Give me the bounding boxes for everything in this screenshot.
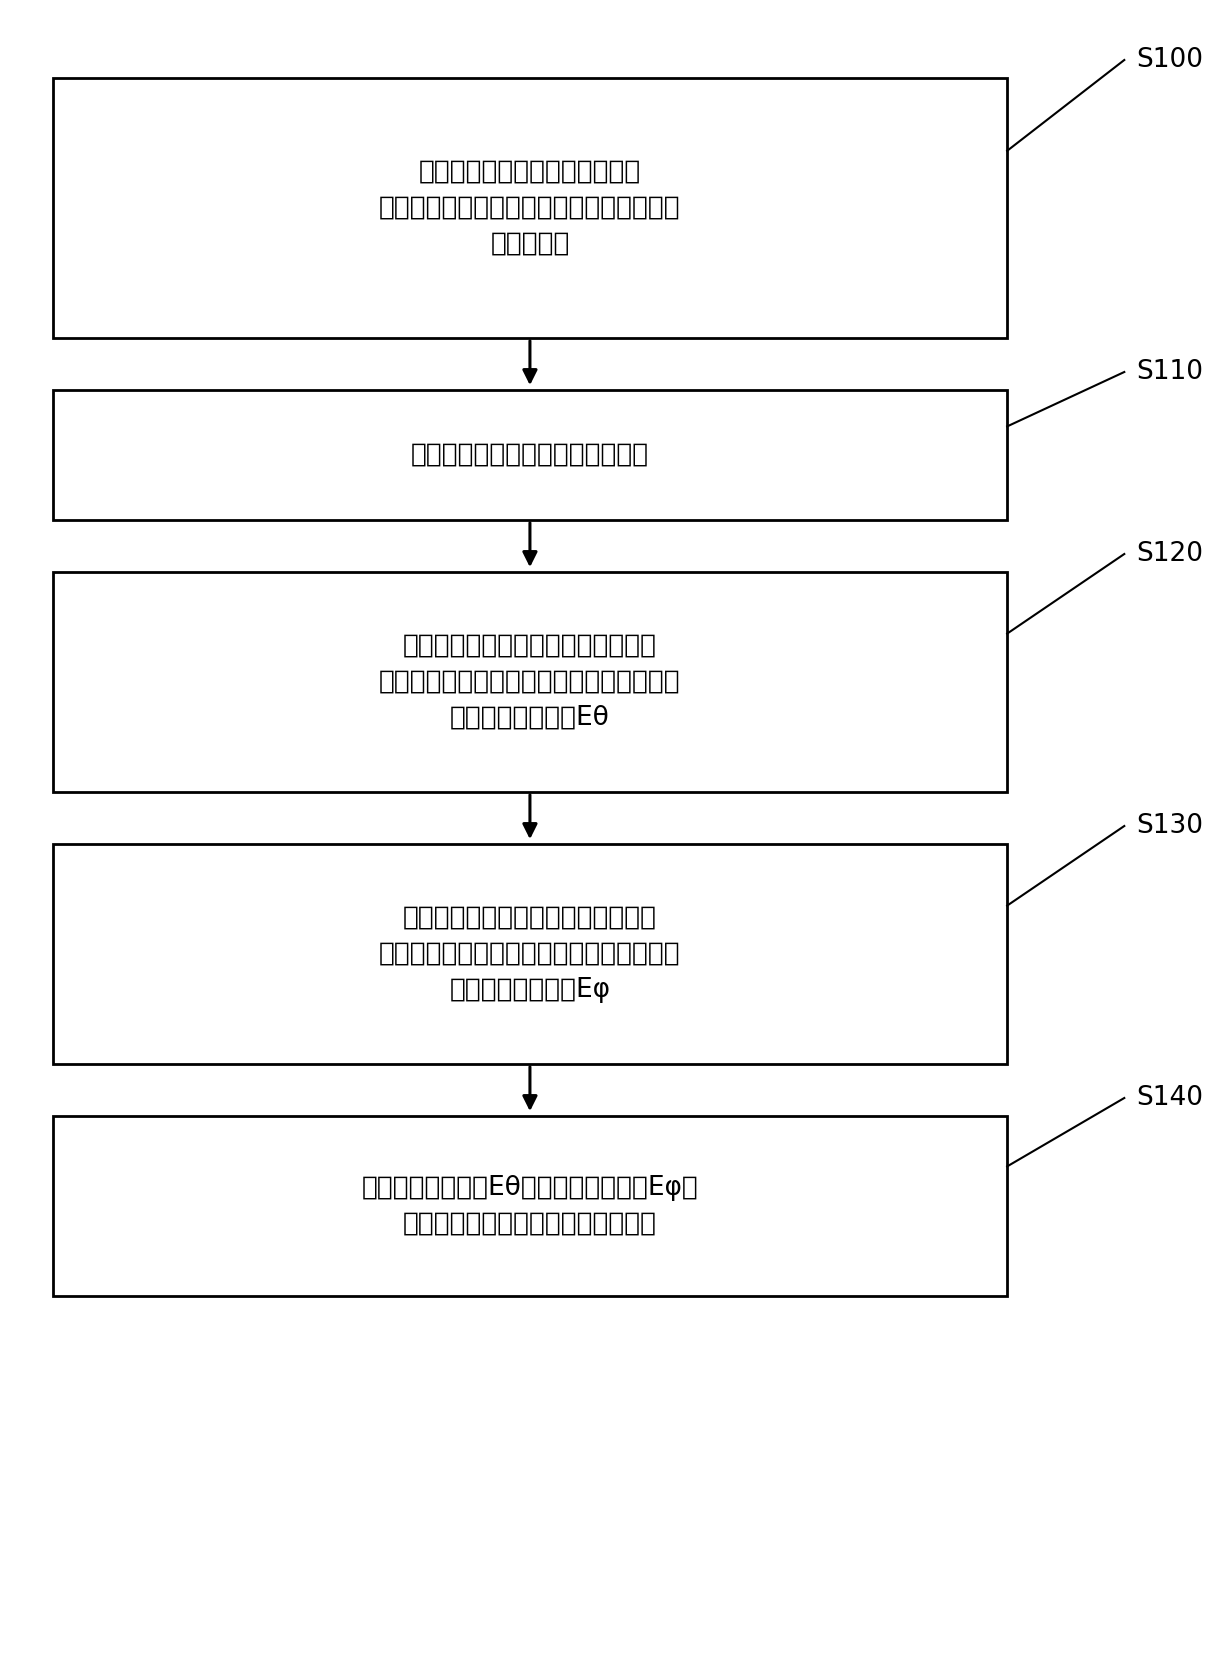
Text: 基于第二微分算子以及所述近场数据
采用预设的近远场变换算法，确定待测天线
的远场场强的分量Eφ: 基于第二微分算子以及所述近场数据 采用预设的近远场变换算法，确定待测天线 的远场… — [379, 906, 681, 1002]
Text: S110: S110 — [1136, 359, 1203, 385]
Text: S100: S100 — [1136, 47, 1203, 73]
Bar — [53, 78, 1007, 339]
Text: 获取第一微分算子和第二微分算子: 获取第一微分算子和第二微分算子 — [411, 442, 649, 469]
Text: S140: S140 — [1136, 1084, 1203, 1111]
Text: 基于第一微分算子以及所述近场数据
采用预设的近远场变换算法，确定待测天线
的远场场强的分量Eθ: 基于第一微分算子以及所述近场数据 采用预设的近远场变换算法，确定待测天线 的远场… — [379, 632, 681, 731]
Bar — [53, 572, 1007, 792]
Bar — [53, 844, 1007, 1064]
Text: 对远场场强的分量Eθ和远场场强的分量Eφ进
行合成，得到待测天线的远场方向图: 对远场场强的分量Eθ和远场场强的分量Eφ进 行合成，得到待测天线的远场方向图 — [362, 1174, 698, 1238]
Text: S120: S120 — [1136, 540, 1203, 567]
Text: S130: S130 — [1136, 812, 1203, 839]
Bar — [53, 390, 1007, 520]
Bar — [53, 1116, 1007, 1296]
Text: 获取使用具有宽频双极化天线的
近场测量探头对待测天线进行近场测量得到
的近场数据: 获取使用具有宽频双极化天线的 近场测量探头对待测天线进行近场测量得到 的近场数据 — [379, 158, 681, 257]
